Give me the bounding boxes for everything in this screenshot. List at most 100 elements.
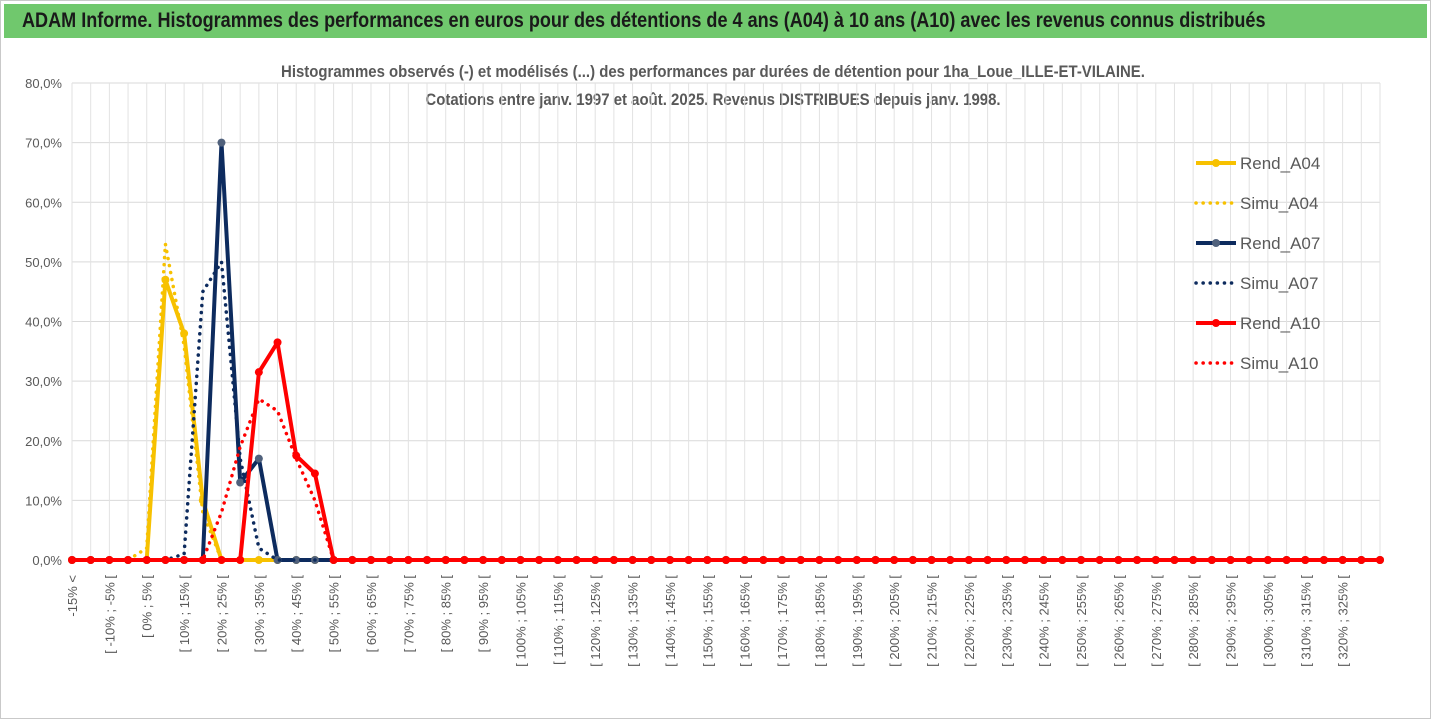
y-tick-label: 10,0% — [25, 493, 62, 508]
x-tick-label: [ 200% ; 205% [ — [887, 575, 902, 667]
y-tick-label: 70,0% — [25, 136, 62, 151]
legend-marker-rend_a07 — [1212, 239, 1220, 247]
legend-label-simu_a10: Simu_A10 — [1240, 354, 1318, 373]
y-tick-label: 40,0% — [25, 315, 62, 330]
x-tick-label: [ 190% ; 195% [ — [850, 575, 865, 667]
legend-label-rend_a04: Rend_A04 — [1240, 154, 1320, 173]
data-point-rend_a10 — [460, 556, 469, 564]
data-point-rend_a10 — [1058, 556, 1067, 564]
x-tick-label: [ 0% ; 5% [ — [140, 575, 155, 638]
data-point-rend_a10 — [86, 556, 95, 564]
y-tick-label: 60,0% — [25, 195, 62, 210]
data-point-rend_a10 — [815, 556, 824, 564]
x-tick-label: [ 90% ; 95% [ — [476, 575, 491, 653]
x-tick-label: [ 160% ; 165% [ — [738, 575, 753, 667]
x-tick-label: [ -10% ; -5% [ — [102, 575, 117, 654]
x-tick-label: [ 240% ; 245% [ — [1037, 575, 1052, 667]
data-point-rend_a07 — [236, 478, 245, 487]
data-point-rend_a10 — [497, 556, 506, 564]
data-point-rend_a10 — [553, 556, 562, 564]
x-tick-label: [ 150% ; 155% [ — [700, 575, 715, 667]
x-tick-label: [ 220% ; 225% [ — [962, 575, 977, 667]
data-point-rend_a10 — [217, 556, 226, 564]
data-point-rend_a10 — [964, 556, 973, 564]
legend-label-simu_a04: Simu_A04 — [1240, 194, 1318, 213]
data-point-rend_a10 — [404, 556, 413, 564]
data-point-rend_a10 — [1020, 556, 1029, 564]
x-tick-label: [ 320% ; 325% [ — [1336, 575, 1351, 667]
data-point-rend_a10 — [852, 556, 861, 564]
data-point-rend_a10 — [105, 556, 114, 564]
data-point-rend_a10 — [609, 556, 618, 564]
data-point-rend_a10 — [516, 556, 525, 564]
x-tick-label: [ 20% ; 25% [ — [214, 575, 229, 653]
x-tick-label: [ 100% ; 105% [ — [513, 575, 528, 667]
data-point-rend_a10 — [1226, 556, 1235, 564]
data-point-rend_a07 — [273, 556, 282, 564]
legend: Rend_A04 Simu_A04 Rend_A07 Simu_A07 Rend_A10… — [1194, 154, 1320, 373]
data-point-rend_a10 — [1170, 556, 1179, 564]
x-tick-label: [ 270% ; 275% [ — [1149, 575, 1164, 667]
x-tick-label: [ 250% ; 255% [ — [1074, 575, 1089, 667]
y-tick-label: 0,0% — [32, 553, 62, 568]
data-point-rend_a07 — [217, 138, 226, 147]
chart-subtitle: Cotations entre janv. 1997 et août. 2025… — [425, 91, 1000, 109]
x-tick-label: [ 70% ; 75% [ — [401, 575, 416, 653]
data-point-rend_a10 — [703, 556, 712, 564]
chart-title: Histogrammes observés (-) et modélisés (… — [281, 63, 1145, 81]
legend-label-rend_a07: Rend_A07 — [1240, 234, 1320, 253]
data-point-rend_a10 — [254, 368, 263, 377]
legend-marker-rend_a10 — [1212, 319, 1220, 327]
data-point-rend_a10 — [908, 556, 917, 564]
series — [68, 138, 1384, 564]
data-point-rend_a10 — [348, 556, 357, 564]
x-tick-label: [ 110% ; 115% [ — [551, 575, 566, 665]
x-axis: -15% < [ -10% ; -5% [ [ 0% ; 5% [ [ 10% ; 1… — [65, 559, 1380, 667]
data-point-rend_a10 — [1263, 556, 1272, 564]
x-tick-label: [ 280% ; 285% [ — [1186, 575, 1201, 667]
data-point-rend_a07 — [254, 454, 263, 463]
data-point-rend_a10 — [142, 556, 151, 564]
data-point-rend_a10 — [366, 556, 375, 564]
y-axis: 0,0% 10,0% 20,0% 30,0% 40,0% 50,0% 60,0% 70,0% 8… — [25, 76, 62, 568]
data-point-rend_a10 — [871, 556, 880, 564]
data-point-rend_a10 — [1114, 556, 1123, 564]
data-point-rend_a04 — [254, 556, 263, 564]
legend-label-simu_a07: Simu_A07 — [1240, 274, 1318, 293]
x-tick-label: [ 10% ; 15% [ — [177, 575, 192, 653]
x-tick-label: [ 170% ; 175% [ — [775, 575, 790, 667]
x-tick-label: [ 130% ; 135% [ — [626, 575, 641, 667]
data-point-rend_a10 — [1207, 556, 1216, 564]
x-tick-label: [ 30% ; 35% [ — [252, 575, 267, 653]
data-point-rend_a10 — [759, 556, 768, 564]
data-point-rend_a10 — [1376, 556, 1384, 564]
data-point-rend_a10 — [310, 469, 319, 478]
data-point-rend_a10 — [722, 556, 730, 564]
y-tick-label: 20,0% — [25, 434, 62, 449]
x-tick-label: [ 290% ; 295% [ — [1224, 575, 1239, 667]
x-tick-label: [ 210% ; 215% [ — [925, 575, 940, 667]
y-tick-label: 50,0% — [25, 255, 62, 270]
x-tick-label: -15% < — [65, 575, 80, 617]
x-tick-label: [ 120% ; 125% [ — [588, 575, 603, 667]
grid — [71, 82, 1381, 561]
x-tick-label: [ 260% ; 265% [ — [1111, 575, 1126, 667]
y-tick-label: 80,0% — [25, 76, 62, 91]
x-tick-label: [ 40% ; 45% [ — [289, 575, 304, 653]
data-point-rend_a10 — [1077, 556, 1086, 564]
data-point-rend_a10 — [665, 556, 674, 564]
x-tick-label: [ 140% ; 145% [ — [663, 575, 678, 667]
x-tick-label: [ 310% ; 315% [ — [1298, 575, 1313, 667]
data-point-rend_a10 — [236, 556, 245, 564]
x-tick-label: [ 60% ; 65% [ — [364, 575, 379, 653]
legend-marker-rend_a04 — [1212, 159, 1220, 167]
banner-title: ADAM Informe. Histogrammes des performan… — [22, 9, 1266, 32]
data-point-rend_a10 — [198, 556, 207, 564]
x-tick-label: [ 230% ; 235% [ — [999, 575, 1014, 667]
title-banner: ADAM Informe. Histogrammes des performan… — [4, 4, 1427, 38]
data-point-rend_a07 — [292, 556, 301, 564]
x-tick-label: [ 300% ; 305% [ — [1261, 575, 1276, 667]
x-tick-label: [ 80% ; 85% [ — [439, 575, 454, 653]
